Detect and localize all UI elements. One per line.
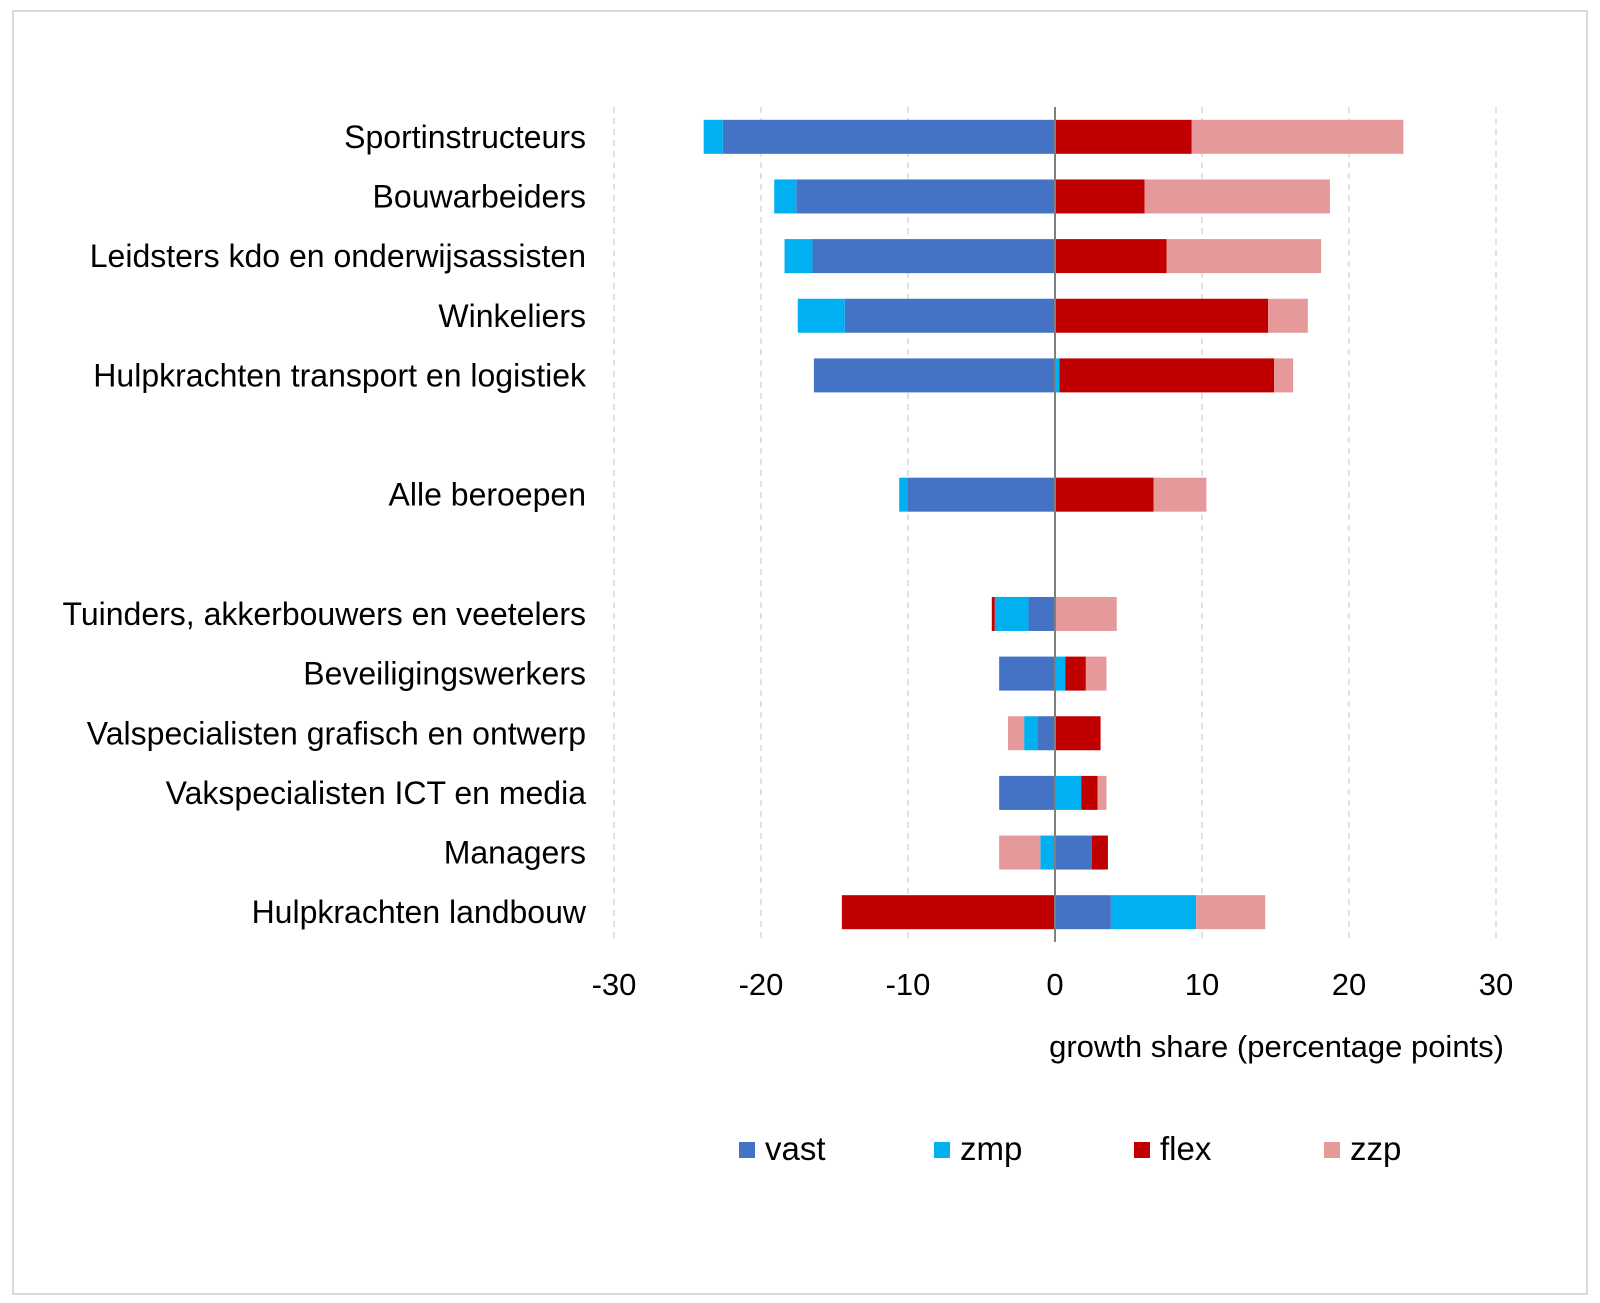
bar-alle-beroepen-flex: [1055, 477, 1154, 512]
bar-leidsters-kdo-en-onderwijsassisten-zzp: [1166, 239, 1322, 274]
legend-label-zzp: zzp: [1350, 1130, 1401, 1167]
growth-share-chart: Sportinstructeurs Bouwarbeiders Leidsters …: [62, 107, 1514, 1167]
bar-sportinstructeurs-vast: [722, 119, 1055, 154]
legend-swatch-flex: [1134, 1142, 1150, 1158]
bar-vakspecialisten-ict-en-media-flex: [1081, 775, 1098, 810]
bar-valspecialisten-grafisch-en-ontwerp-zmp: [1024, 716, 1038, 751]
bar-valspecialisten-grafisch-en-ontwerp-zzp: [1007, 716, 1025, 751]
bar-hulpkrachten-landbouw-flex: [841, 895, 1055, 930]
legend-item-zmp: zmp: [934, 1130, 1022, 1167]
bar-bouwarbeiders-zzp: [1144, 179, 1330, 214]
bar-bouwarbeiders-flex: [1055, 179, 1145, 214]
bar-tuinders-akkerbouwers-en-veetelers-vast: [1028, 596, 1055, 631]
chart-frame: Sportinstructeurs Bouwarbeiders Leidsters …: [12, 10, 1588, 1295]
bar-leidsters-kdo-en-onderwijsassisten-vast: [812, 239, 1055, 274]
category-label-managers: Managers: [444, 835, 586, 871]
category-label-hulpkrachten-landbouw: Hulpkrachten landbouw: [252, 894, 587, 930]
bar-bouwarbeiders-vast: [796, 179, 1055, 214]
bar-hulpkrachten-landbouw-zzp: [1196, 895, 1266, 930]
category-label-winkeliers: Winkeliers: [438, 298, 586, 334]
category-label-alle-beroepen: Alle beroepen: [389, 477, 586, 513]
bar-valspecialisten-grafisch-en-ontwerp-vast: [1037, 716, 1055, 751]
bar-bouwarbeiders-zmp: [774, 179, 797, 214]
bar-beveiligingswerkers-zzp: [1085, 656, 1107, 691]
bar-winkeliers-vast: [844, 298, 1055, 333]
category-labels: Sportinstructeurs Bouwarbeiders Leidsters …: [62, 119, 587, 930]
bar-winkeliers-flex: [1055, 298, 1269, 333]
legend-label-zmp: zmp: [960, 1130, 1022, 1167]
legend-label-flex: flex: [1160, 1130, 1212, 1167]
x-tick-20: 20: [1332, 967, 1366, 1002]
legend-label-vast: vast: [765, 1130, 826, 1167]
category-label-bouwarbeiders: Bouwarbeiders: [373, 178, 586, 214]
legend-swatch-vast: [739, 1142, 755, 1158]
legend-item-zzp: zzp: [1324, 1130, 1401, 1167]
bar-valspecialisten-grafisch-en-ontwerp-flex: [1055, 716, 1101, 751]
bar-hulpkrachten-transport-en-logistiek-flex: [1059, 358, 1275, 393]
legend-swatch-zzp: [1324, 1142, 1340, 1158]
bar-hulpkrachten-landbouw-zmp: [1110, 895, 1197, 930]
bar-sportinstructeurs-flex: [1055, 119, 1192, 154]
category-label-sportinstructeurs: Sportinstructeurs: [344, 119, 586, 155]
bar-beveiligingswerkers-flex: [1065, 656, 1086, 691]
bar-alle-beroepen-zzp: [1153, 477, 1207, 512]
x-tick-labels: -30 -20 -10 0 10 20 30: [592, 967, 1514, 1002]
bar-sportinstructeurs-zmp: [703, 119, 723, 154]
bar-vakspecialisten-ict-en-media-vast: [999, 775, 1055, 810]
category-label-valspecialisten-grafisch-en-ontwerp: Valspecialisten grafisch en ontwerp: [87, 715, 586, 751]
bar-vakspecialisten-ict-en-media-zmp: [1055, 775, 1082, 810]
bar-hulpkrachten-transport-en-logistiek-zzp: [1274, 358, 1294, 393]
bar-vakspecialisten-ict-en-media-zzp: [1097, 775, 1107, 810]
bar-tuinders-akkerbouwers-en-veetelers-zmp: [994, 596, 1029, 631]
legend-item-vast: vast: [739, 1130, 826, 1167]
bar-tuinders-akkerbouwers-en-veetelers-zzp: [1055, 596, 1117, 631]
bar-leidsters-kdo-en-onderwijsassisten-zmp: [784, 239, 813, 274]
bar-managers-zmp: [1040, 835, 1055, 870]
bar-managers-flex: [1091, 835, 1108, 870]
x-tick-30: 30: [1479, 967, 1513, 1002]
category-label-leidsters-kdo-en-onderwijsassisten: Leidsters kdo en onderwijsassisten: [90, 238, 586, 274]
legend-item-flex: flex: [1134, 1130, 1212, 1167]
x-tick--10: -10: [886, 967, 931, 1002]
bar-alle-beroepen-zmp: [899, 477, 908, 512]
legend: vast zmp flex zzp: [739, 1130, 1401, 1167]
category-label-hulpkrachten-transport-en-logistiek: Hulpkrachten transport en logistiek: [93, 357, 587, 393]
x-tick-10: 10: [1185, 967, 1219, 1002]
grid-lines: [613, 107, 1497, 942]
bar-managers-vast: [1055, 835, 1092, 870]
bar-hulpkrachten-transport-en-logistiek-vast: [813, 358, 1055, 393]
x-axis-title: growth share (percentage points): [1049, 1029, 1504, 1064]
legend-swatch-zmp: [934, 1142, 950, 1158]
category-label-vakspecialisten-ict-en-media: Vakspecialisten ICT en media: [166, 775, 587, 811]
bar-hulpkrachten-landbouw-vast: [1055, 895, 1111, 930]
bar-tuinders-akkerbouwers-en-veetelers-flex: [991, 596, 995, 631]
bar-leidsters-kdo-en-onderwijsassisten-flex: [1055, 239, 1167, 274]
category-label-beveiligingswerkers: Beveiligingswerkers: [303, 656, 586, 692]
category-label-tuinders-akkerbouwers-en-veetelers: Tuinders, akkerbouwers en veetelers: [62, 596, 586, 632]
bar-hulpkrachten-transport-en-logistiek-zmp: [1055, 358, 1060, 393]
bars: [703, 119, 1404, 930]
x-tick-0: 0: [1046, 967, 1063, 1002]
bar-winkeliers-zmp: [797, 298, 845, 333]
bar-sportinstructeurs-zzp: [1191, 119, 1404, 154]
x-tick--30: -30: [592, 967, 637, 1002]
x-tick--20: -20: [739, 967, 784, 1002]
bar-alle-beroepen-vast: [908, 477, 1055, 512]
bar-beveiligingswerkers-vast: [999, 656, 1055, 691]
bar-winkeliers-zzp: [1268, 298, 1308, 333]
bar-beveiligingswerkers-zmp: [1055, 656, 1066, 691]
bar-managers-zzp: [999, 835, 1041, 870]
